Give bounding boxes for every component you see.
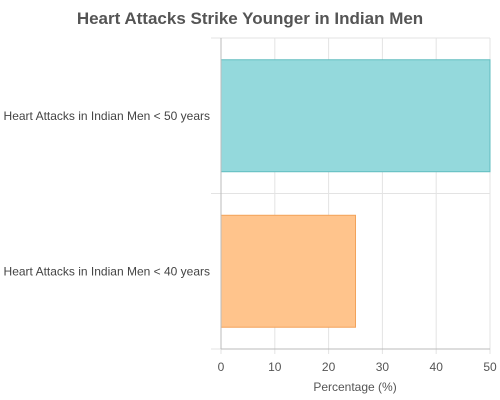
- bars: [220, 59, 491, 328]
- x-tick-label: 20: [322, 360, 336, 374]
- axes: [220, 38, 490, 350]
- x-tick-label: 50: [483, 360, 497, 374]
- x-tick-label: 0: [218, 360, 225, 374]
- x-axis-title: Percentage (%): [313, 380, 396, 394]
- chart-title: Heart Attacks Strike Younger in Indian M…: [77, 9, 423, 28]
- bar: [220, 214, 356, 328]
- x-tick-label: 40: [430, 360, 444, 374]
- bar: [220, 59, 491, 173]
- y-category-label: Heart Attacks in Indian Men < 40 years: [4, 264, 210, 278]
- y-axis-labels: Heart Attacks in Indian Men < 50 years He…: [4, 109, 210, 279]
- y-category-label: Heart Attacks in Indian Men < 50 years: [4, 109, 210, 123]
- x-axis-tick-labels: 0 10 20 30 40 50: [218, 360, 497, 374]
- x-tick-label: 30: [376, 360, 390, 374]
- x-tick-label: 10: [268, 360, 282, 374]
